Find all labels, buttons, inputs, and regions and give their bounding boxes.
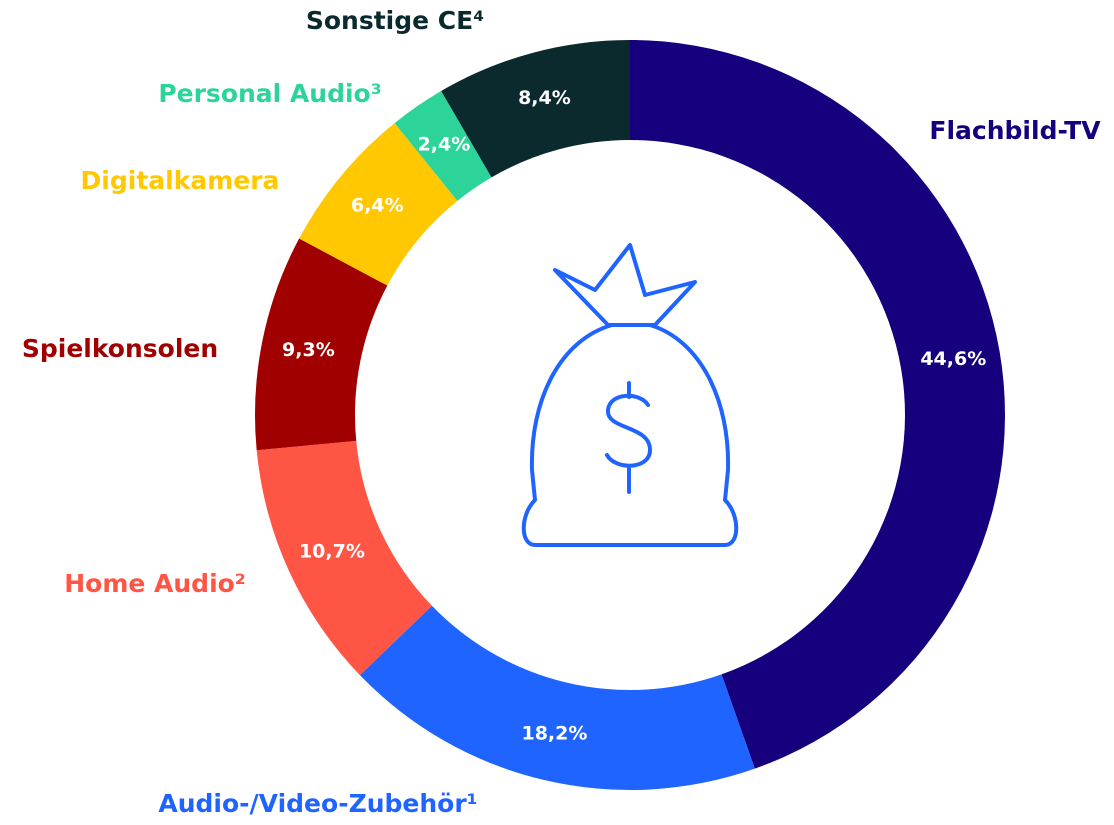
donut-slice <box>255 238 388 451</box>
donut-slice <box>299 123 458 286</box>
value-label: 10,7% <box>299 540 365 562</box>
category-label: Home Audio² <box>64 569 246 598</box>
value-label: 9,3% <box>282 339 335 361</box>
category-label: Flachbild-TV <box>929 116 1101 145</box>
donut-slice <box>441 40 630 178</box>
category-label: Sonstige CE⁴ <box>306 6 484 35</box>
value-label: 2,4% <box>418 133 471 155</box>
value-label: 8,4% <box>518 87 571 109</box>
category-label: Personal Audio³ <box>158 79 381 108</box>
value-label: 18,2% <box>521 723 587 745</box>
category-label: Audio-/Video-Zubehör¹ <box>158 789 477 818</box>
money-bag-icon <box>521 243 739 547</box>
category-label: Spielkonsolen <box>22 334 218 363</box>
category-label: Digitalkamera <box>81 166 280 195</box>
value-label: 44,6% <box>920 348 986 370</box>
donut-slice <box>359 605 755 791</box>
donut-slice <box>256 440 432 676</box>
donut-slice <box>630 40 1005 769</box>
value-label: 6,4% <box>351 194 404 216</box>
donut-slice <box>394 91 492 201</box>
